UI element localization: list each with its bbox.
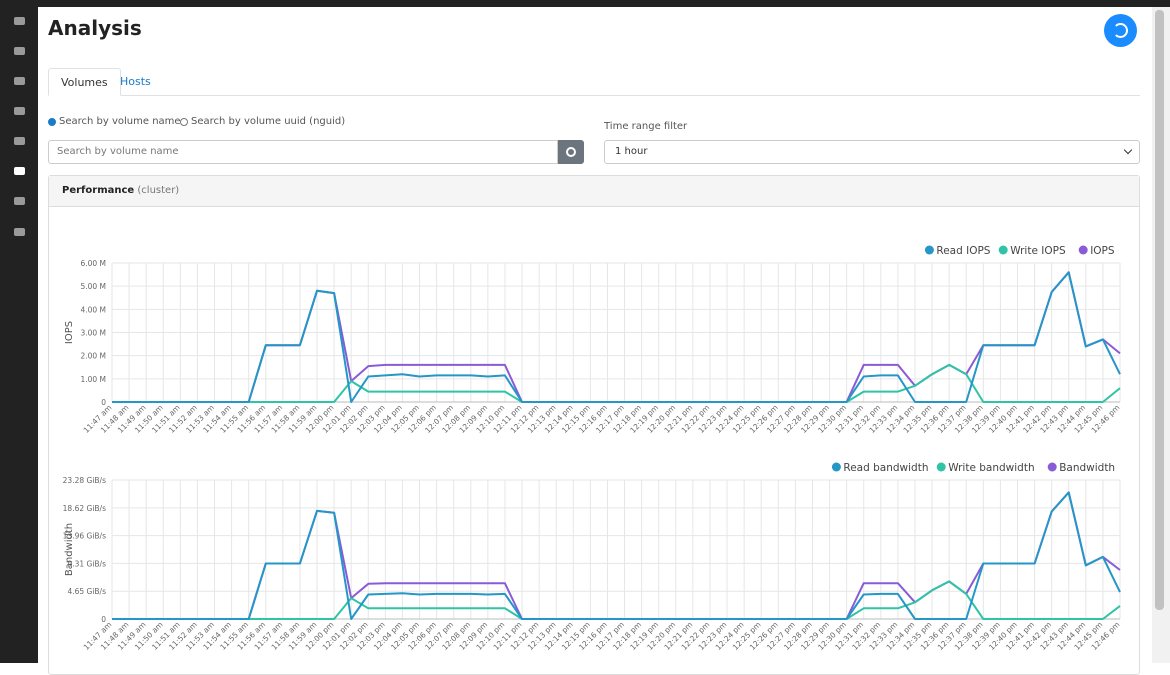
legend-label: Bandwidth xyxy=(1059,462,1115,474)
y-tick-label: 18.62 GiB/s xyxy=(63,504,106,513)
legend-marker xyxy=(998,245,1008,255)
legend-label: Read IOPS xyxy=(936,245,990,257)
y-tick-label: 6.00 M xyxy=(80,259,106,268)
y-axis-title: IOPS xyxy=(64,321,75,344)
legend-item: Write IOPS xyxy=(998,245,1066,257)
series-line xyxy=(112,271,1121,403)
y-tick-label: 1.00 M xyxy=(80,375,106,384)
legend-label: IOPS xyxy=(1090,245,1115,257)
y-tick-label: 23.28 GiB/s xyxy=(63,476,106,485)
nav-icon-active[interactable] xyxy=(14,167,25,175)
refresh-button[interactable] xyxy=(1104,14,1137,47)
y-tick-label: 4.65 GiB/s xyxy=(67,587,106,596)
scrollbar-thumb[interactable] xyxy=(1155,10,1164,610)
nav-icon[interactable] xyxy=(14,17,25,25)
series-line xyxy=(112,271,1121,403)
radio-label: Search by volume name xyxy=(59,116,181,127)
y-tick-label: 9.31 GiB/s xyxy=(67,559,106,568)
nav-icon[interactable] xyxy=(14,107,25,115)
legend-label: Write IOPS xyxy=(1010,245,1066,257)
legend-item: Write bandwidth xyxy=(936,462,1035,474)
top-bar xyxy=(0,0,1170,7)
y-tick-label: 5.00 M xyxy=(80,282,106,291)
panel-title: Performance xyxy=(62,185,135,196)
radio-option[interactable]: Search by volume uuid (nguid) xyxy=(180,116,345,127)
series-line xyxy=(112,491,1121,620)
y-tick-label: 3.00 M xyxy=(80,329,106,338)
legend-marker xyxy=(936,462,946,472)
y-tick-label: 13.96 GiB/s xyxy=(63,532,106,541)
select-value: 1 hour xyxy=(615,146,648,157)
radio-option[interactable]: Search by volume name xyxy=(48,116,181,127)
search-button[interactable] xyxy=(558,140,584,164)
legend-item: IOPS xyxy=(1078,245,1115,257)
nav-icon[interactable] xyxy=(14,228,25,236)
nav-icon[interactable] xyxy=(14,47,25,55)
page-title: Analysis xyxy=(48,16,142,40)
legend-item: Bandwidth xyxy=(1047,462,1115,474)
search-input[interactable]: Search by volume name xyxy=(48,140,558,164)
tab-active[interactable]: Volumes xyxy=(48,68,121,96)
legend-marker xyxy=(1047,462,1057,472)
series-line xyxy=(112,491,1121,620)
legend-marker xyxy=(924,245,934,255)
y-tick-label: 0 xyxy=(101,615,106,624)
nav-icon[interactable] xyxy=(14,197,25,205)
radio-label: Search by volume uuid (nguid) xyxy=(191,116,346,127)
legend-item: Read bandwidth xyxy=(831,462,928,474)
time-range-select[interactable]: 1 hour xyxy=(604,140,1140,164)
y-tick-label: 0 xyxy=(101,398,106,407)
nav-icon[interactable] xyxy=(14,77,25,85)
y-axis-title: Bandwidth xyxy=(64,523,75,576)
legend-marker xyxy=(1078,245,1088,255)
legend-label: Write bandwidth xyxy=(948,462,1034,474)
panel-header: Performance (cluster) xyxy=(49,176,1139,207)
panel-subtitle: (cluster) xyxy=(137,185,180,196)
sidebar xyxy=(0,0,38,663)
time-range-label: Time range filter xyxy=(604,121,688,132)
legend-marker xyxy=(831,462,841,472)
tab[interactable]: Hosts xyxy=(120,75,151,88)
tab-line xyxy=(48,95,1140,96)
legend-item: Read IOPS xyxy=(924,245,991,257)
legend-label: Read bandwidth xyxy=(843,462,928,474)
y-tick-label: 4.00 M xyxy=(80,305,106,314)
y-tick-label: 2.00 M xyxy=(80,352,106,361)
nav-icon[interactable] xyxy=(14,137,25,145)
